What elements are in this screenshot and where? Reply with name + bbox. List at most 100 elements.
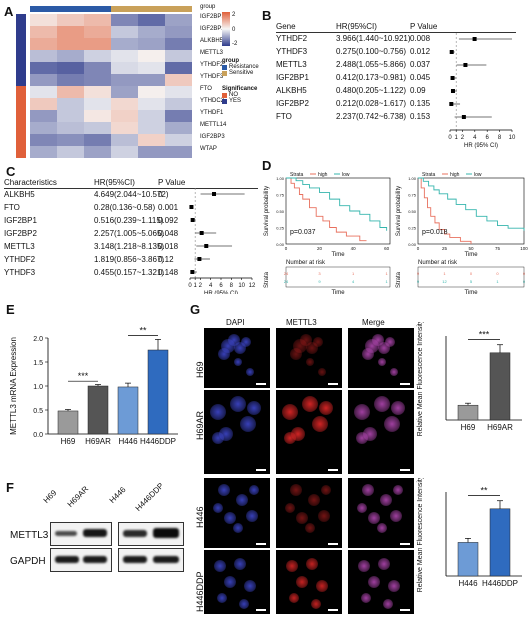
microscopy-grid (204, 328, 416, 616)
x-tick-label: 1 (193, 283, 197, 289)
cell-nucleus (390, 510, 402, 522)
heatmap-cell (111, 62, 138, 74)
heatmap-cell (165, 50, 192, 62)
micro-panel-h69-dapi (204, 328, 270, 388)
heatmap-cell (84, 74, 111, 86)
heatmap-cell (138, 50, 165, 62)
heatmap-cell (30, 62, 57, 74)
x-tick-label: 6 (486, 135, 490, 141)
forest-cell-hr: 0.412(0.173~0.981) (336, 73, 407, 82)
cell-nucleus (234, 358, 242, 366)
legend-group-title: group (222, 58, 239, 64)
cell-nucleus (356, 432, 368, 444)
group-bar-cell (111, 6, 138, 12)
survival-curve-low (286, 177, 388, 231)
significance-cell (16, 86, 26, 98)
cell-nucleus (224, 576, 236, 588)
x-tick-label: 6 (219, 283, 223, 289)
col-label-merge: Merge (362, 318, 385, 327)
sig-label-2: ** (139, 326, 147, 336)
y-tick-label: 1.0 (33, 384, 43, 391)
cell-nucleus (321, 485, 331, 495)
risk-count-high: 0 (470, 271, 473, 276)
micro-panel-h69ar-mettl3 (276, 390, 342, 474)
forest-cell-p: 0.153 (410, 112, 431, 121)
forest-b-header-p: P Value (410, 22, 438, 31)
forest-cell-gene: IGF2BP2 (4, 229, 37, 238)
cell-nucleus (300, 334, 312, 346)
cell-nucleus (354, 404, 370, 420)
blot-row-gapdh: GAPDH (10, 556, 46, 567)
forest-cell-p: 0.001 (158, 203, 179, 212)
forest-cell-p: 0.148 (158, 268, 179, 277)
heatmap-cell (138, 74, 165, 86)
cell-nucleus (290, 484, 302, 496)
risk-table-title: Number at risk (286, 260, 326, 266)
heatmap-cell (165, 122, 192, 134)
scale-tick-bottom: -2 (232, 41, 238, 47)
heatmap-cell (84, 86, 111, 98)
heatmap-cell (57, 146, 84, 158)
forest-b-header-gene: Gene (276, 22, 296, 31)
significance-cell (16, 146, 26, 158)
forest-cell-gene: YTHDF2 (4, 255, 36, 264)
heatmap-cell (111, 74, 138, 86)
y-tick-label: 1.00 (276, 176, 285, 181)
y-tick-label: 1.00 (408, 176, 417, 181)
cell-nucleus (246, 510, 258, 522)
group-bar-cell (138, 6, 165, 12)
cell-nucleus (218, 484, 230, 496)
group-bar-cell (165, 6, 192, 12)
forest-cell-hr: 0.516(0.239~1.115) (94, 216, 164, 225)
scale-bar (256, 543, 266, 545)
cell-nucleus (214, 560, 226, 572)
heatmap-gene-label: YTHDC2 (200, 98, 225, 104)
p-value: p=0.018 (422, 229, 448, 236)
heatmap-gene-label: IGF2BP1 (200, 14, 225, 20)
x-axis-label: HR (95% CI) (204, 291, 238, 294)
bar-chart-g-top: H69 H69AR Relative Mean Fluorescence Inten… (417, 322, 522, 436)
x-tick-label: 12 (249, 283, 256, 289)
heatmap-cell (138, 110, 165, 122)
significance-cell (16, 98, 26, 110)
hr-point (204, 244, 209, 248)
forest-cell-gene: ALKBH5 (4, 190, 35, 199)
cell-nucleus (285, 503, 295, 513)
hr-point (463, 63, 468, 67)
risk-count-low: 9 (417, 279, 420, 284)
heatmap-cell (165, 62, 192, 74)
legend-low-label: low (342, 172, 350, 178)
heatmap-cell (165, 98, 192, 110)
heatmap-cell (138, 62, 165, 74)
heatmap-cell (84, 26, 111, 38)
cell-nucleus (362, 484, 374, 496)
survival-plot-right: Survival probability 1.00 0.75 0.50 0.25 0.00… (396, 172, 528, 296)
forest-cell-gene: FTO (276, 112, 292, 121)
forest-cell-p: 0.12 (158, 255, 174, 264)
heatmap-cell (165, 86, 192, 98)
significance-cell (16, 26, 26, 38)
risk-table-frame (417, 266, 525, 288)
y-tick-label: 0.75 (408, 193, 417, 198)
x-tick-label: 100 (520, 246, 528, 251)
cell-nucleus (247, 401, 261, 415)
cell-nucleus (318, 510, 330, 522)
scale-bar (328, 469, 338, 471)
panel-label-c: C (6, 164, 16, 179)
cell-nucleus (306, 342, 318, 354)
x-tick-label: 75 (495, 246, 501, 251)
heatmap-cell (111, 86, 138, 98)
heatmap-cell (57, 74, 84, 86)
heatmap-gene-label: METTL3 (200, 50, 224, 56)
bar (457, 542, 479, 577)
bar (57, 410, 79, 435)
significance-cell (16, 110, 26, 122)
heatmap-cell (57, 110, 84, 122)
heatmap-cell (111, 110, 138, 122)
cell-nucleus (374, 396, 390, 412)
cell-nucleus (286, 560, 298, 572)
forest-cell-hr: 0.480(0.205~1.122) (336, 86, 407, 95)
y-tick-label: 2.0 (33, 336, 43, 343)
forest-cell-p: 0 (158, 190, 163, 199)
